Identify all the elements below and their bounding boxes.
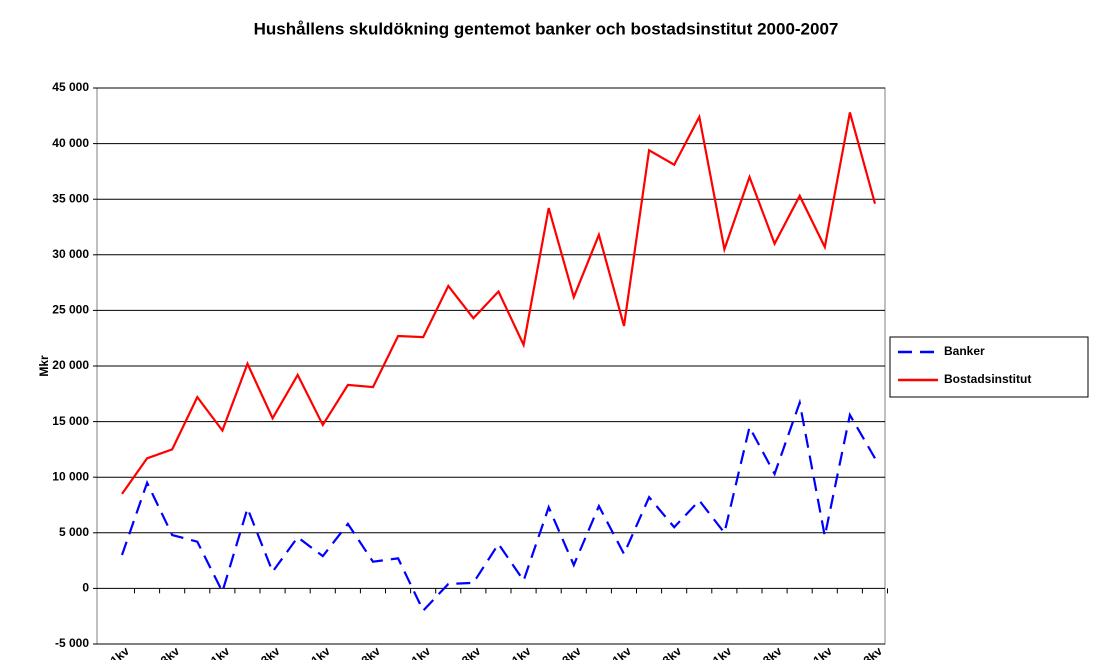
series-line xyxy=(121,112,877,495)
series-line xyxy=(120,398,876,613)
x-tick-label: 2000 3kv xyxy=(135,644,183,660)
y-tick-label: 35 000 xyxy=(52,191,89,205)
x-tick-label: 2003 1kv xyxy=(386,644,434,660)
x-tick-label: 2007 1kv xyxy=(787,644,835,660)
x-tick-label: 2005 1kv xyxy=(587,644,635,660)
y-axis-label: Mkr xyxy=(37,355,51,377)
y-tick-label: 20 000 xyxy=(52,358,89,372)
x-tick-label: 2006 3kv xyxy=(737,644,785,660)
legend-label: Bostadsinstitut xyxy=(944,372,1031,386)
legend-label: Banker xyxy=(944,344,985,358)
y-tick-label: -5 000 xyxy=(55,636,89,650)
x-tick-label: 2003 3kv xyxy=(436,644,484,660)
x-tick-label: 2005 3kv xyxy=(637,644,685,660)
y-tick-label: 10 000 xyxy=(52,469,89,483)
x-tick-label: 2001 1kv xyxy=(185,644,233,660)
x-tick-label: 2002 1kv xyxy=(285,644,333,660)
y-tick-label: 25 000 xyxy=(52,303,89,317)
y-tick-label: 40 000 xyxy=(52,136,89,150)
legend-box xyxy=(889,336,1089,398)
y-tick-label: 45 000 xyxy=(52,80,89,94)
y-tick-label: 30 000 xyxy=(52,247,89,261)
x-tick-label: 2004 1kv xyxy=(486,644,534,660)
x-tick-label: 2001 3kv xyxy=(235,644,283,660)
x-tick-label: 2002 3kv xyxy=(336,644,384,660)
x-tick-label: 2000 1kv xyxy=(85,644,133,660)
x-tick-label: 2007 3kv xyxy=(838,644,886,660)
chart-title: Hushållens skuldökning gentemot banker o… xyxy=(254,19,839,38)
y-tick-label: 5 000 xyxy=(59,525,89,539)
y-tick-label: 0 xyxy=(82,581,89,595)
y-tick-label: 15 000 xyxy=(52,414,89,428)
x-tick-label: 2004 3kv xyxy=(536,644,584,660)
x-tick-label: 2006 1kv xyxy=(687,644,735,660)
